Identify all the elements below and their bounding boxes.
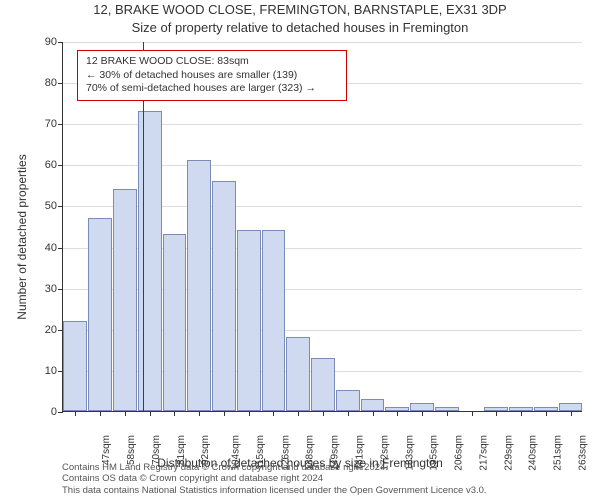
ytick-label: 50 xyxy=(45,200,63,212)
histogram-bar xyxy=(237,230,261,411)
histogram-bar xyxy=(336,390,360,411)
ytick-label: 70 xyxy=(45,118,63,130)
xtick-mark xyxy=(496,411,497,416)
annotation-line3: 70% of semi-detached houses are larger (… xyxy=(86,82,338,96)
xtick-mark xyxy=(249,411,250,416)
histogram-bar xyxy=(63,321,87,411)
gridline xyxy=(63,42,582,43)
xtick-mark xyxy=(397,411,398,416)
xtick-mark xyxy=(571,411,572,416)
xtick-mark xyxy=(447,411,448,416)
annotation-line2: ← 30% of detached houses are smaller (13… xyxy=(86,69,338,83)
footer-line1: Contains HM Land Registry data © Crown c… xyxy=(62,462,590,473)
ytick-label: 80 xyxy=(45,77,63,89)
histogram-bar xyxy=(262,230,286,411)
histogram-bar xyxy=(113,189,137,411)
xtick-mark xyxy=(273,411,274,416)
xtick-mark xyxy=(150,411,151,416)
histogram-bar xyxy=(138,111,162,411)
ytick-label: 60 xyxy=(45,159,63,171)
annotation-line1: 12 BRAKE WOOD CLOSE: 83sqm xyxy=(86,55,338,69)
footer-line2: Contains OS data © Crown copyright and d… xyxy=(62,473,590,484)
xtick-mark xyxy=(323,411,324,416)
histogram-bar xyxy=(212,181,236,411)
xtick-mark xyxy=(174,411,175,416)
histogram-bar xyxy=(311,358,335,411)
ytick-label: 30 xyxy=(45,283,63,295)
xtick-mark xyxy=(472,411,473,416)
xtick-mark xyxy=(422,411,423,416)
footer-attribution: Contains HM Land Registry data © Crown c… xyxy=(62,462,590,496)
xtick-mark xyxy=(125,411,126,416)
ytick-label: 40 xyxy=(45,242,63,254)
chart-title-line2: Size of property relative to detached ho… xyxy=(0,20,600,35)
ytick-label: 0 xyxy=(51,406,63,418)
histogram-bar xyxy=(559,403,583,411)
xtick-mark xyxy=(199,411,200,416)
xtick-mark xyxy=(521,411,522,416)
xtick-mark xyxy=(75,411,76,416)
annotation-box: 12 BRAKE WOOD CLOSE: 83sqm ← 30% of deta… xyxy=(77,50,347,101)
xtick-mark xyxy=(373,411,374,416)
xtick-mark xyxy=(298,411,299,416)
ytick-label: 10 xyxy=(45,365,63,377)
xtick-mark xyxy=(348,411,349,416)
xtick-mark xyxy=(224,411,225,416)
chart-title-line1: 12, BRAKE WOOD CLOSE, FREMINGTON, BARNST… xyxy=(0,2,600,17)
ytick-label: 90 xyxy=(45,36,63,48)
xtick-mark xyxy=(546,411,547,416)
y-axis-label: Number of detached properties xyxy=(15,77,29,397)
histogram-bar xyxy=(286,337,310,411)
histogram-bar xyxy=(361,399,385,411)
plot-area: 010203040506070809047sqm58sqm70sqm81sqm9… xyxy=(62,42,582,412)
xtick-mark xyxy=(100,411,101,416)
ytick-label: 20 xyxy=(45,324,63,336)
histogram-bar xyxy=(187,160,211,411)
histogram-bar xyxy=(410,403,434,411)
histogram-bar xyxy=(88,218,112,411)
histogram-bar xyxy=(163,234,187,411)
footer-line3: This data contains National Statistics i… xyxy=(62,485,590,496)
